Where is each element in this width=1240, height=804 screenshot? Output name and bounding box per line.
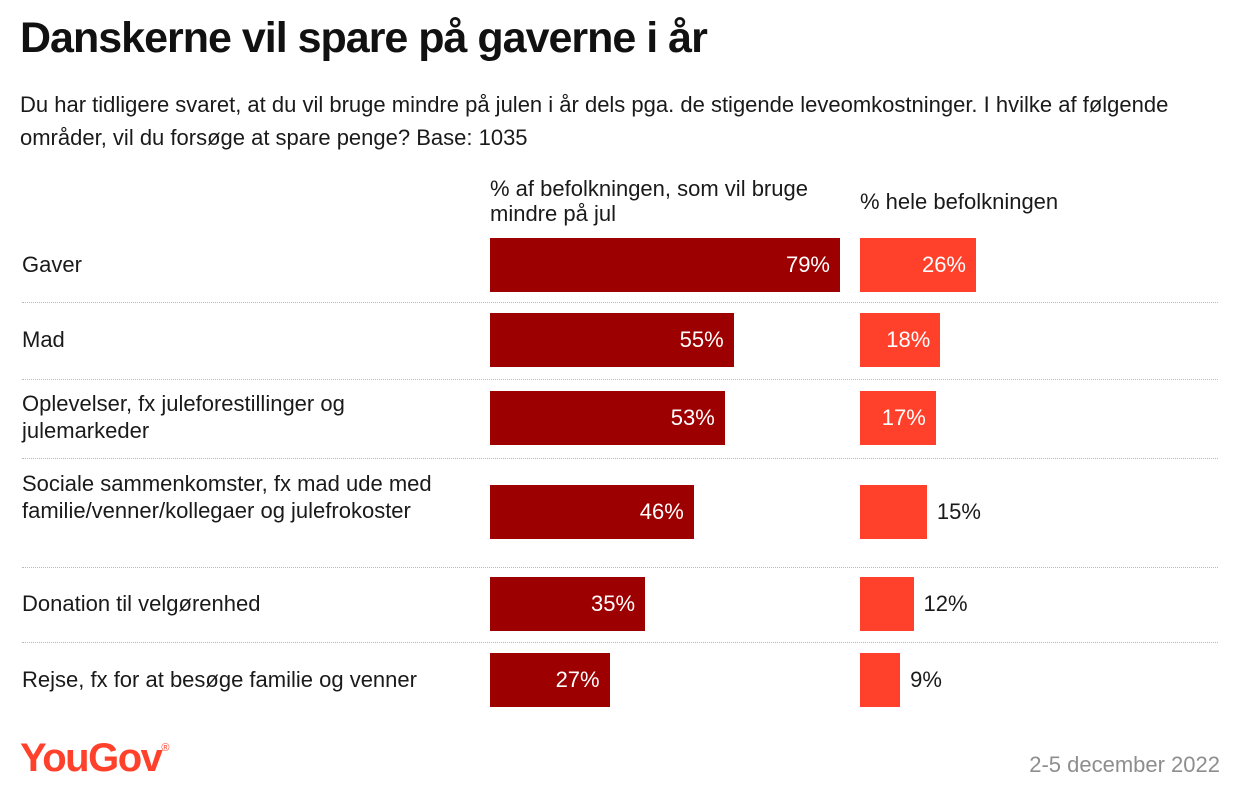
- survey-date: 2-5 december 2022: [1029, 752, 1220, 777]
- data-label-series-2: 12%: [923, 591, 968, 616]
- bar-series-1: [490, 238, 840, 292]
- data-label-series-1: 55%: [679, 327, 724, 352]
- yougov-logo: YouGov®: [20, 736, 170, 780]
- bar-series-1: [490, 577, 646, 631]
- category-label: Oplevelser, fx juleforestillinger og jul…: [22, 391, 345, 443]
- data-label-series-2: 15%: [936, 499, 981, 524]
- series-1-header: % af befolkningen, som vil bruge mindre …: [490, 176, 808, 226]
- row-divider: [22, 302, 1218, 303]
- data-label-series-1: 27%: [555, 667, 600, 692]
- data-label-series-2: 17%: [881, 405, 926, 430]
- bar-series-2: [860, 485, 927, 539]
- bar-series-1: [490, 485, 694, 539]
- data-label-series-1: 46%: [639, 499, 684, 524]
- bar-series-2: [860, 577, 914, 631]
- chart-subtitle: Du har tidligere svaret, at du vil bruge…: [20, 92, 1169, 150]
- data-label-series-2: 9%: [910, 667, 942, 692]
- data-label-series-2: 18%: [886, 327, 931, 352]
- data-label-series-1: 53%: [670, 405, 715, 430]
- bar-series-1: [490, 313, 734, 367]
- chart-title: Danskerne vil spare på gaverne i år: [20, 14, 708, 62]
- series-2-header: % hele befolkningen: [860, 189, 1059, 214]
- category-label: Gaver: [22, 252, 82, 277]
- row-divider: [22, 379, 1218, 380]
- data-label-series-1: 79%: [785, 252, 830, 277]
- bar-series-2: [860, 238, 976, 292]
- category-label: Rejse, fx for at besøge familie og venne…: [22, 667, 417, 692]
- category-label: Sociale sammenkomster, fx mad ude med fa…: [22, 471, 432, 523]
- category-label: Mad: [22, 327, 65, 352]
- category-label: Donation til velgørenhed: [22, 591, 261, 616]
- bar-series-2: [860, 653, 901, 707]
- logo-text: YouGov: [20, 736, 163, 780]
- bar-series-2: [860, 313, 941, 367]
- bar-series-1: [490, 391, 725, 445]
- bar-series-1: [490, 653, 610, 707]
- row-divider: [22, 458, 1218, 459]
- bar-series-2: [860, 391, 936, 445]
- row-divider: [22, 567, 1218, 568]
- row-divider: [22, 642, 1218, 643]
- data-label-series-2: 26%: [921, 252, 966, 277]
- data-label-series-1: 35%: [591, 591, 636, 616]
